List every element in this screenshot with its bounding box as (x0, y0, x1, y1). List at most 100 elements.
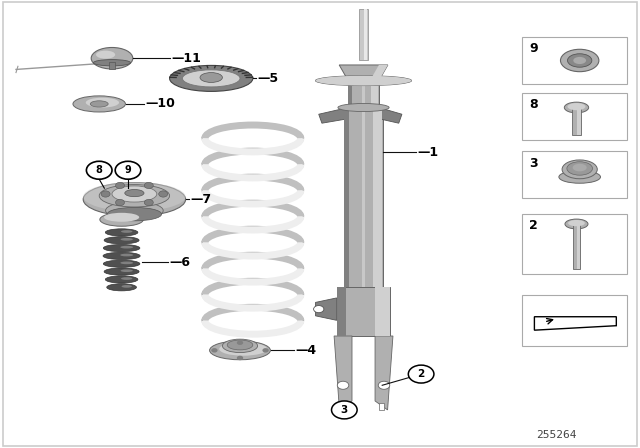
Ellipse shape (104, 213, 140, 222)
Polygon shape (375, 336, 393, 410)
Text: 2: 2 (529, 220, 538, 233)
Ellipse shape (93, 60, 131, 66)
Polygon shape (534, 317, 616, 330)
Ellipse shape (112, 186, 157, 202)
FancyBboxPatch shape (522, 214, 627, 274)
Polygon shape (339, 65, 388, 81)
Text: 3: 3 (529, 156, 538, 170)
Ellipse shape (567, 162, 593, 175)
Text: —5: —5 (257, 72, 278, 85)
Ellipse shape (106, 202, 163, 220)
Text: 255264: 255264 (536, 431, 577, 440)
Ellipse shape (170, 65, 253, 91)
Ellipse shape (564, 102, 589, 113)
Ellipse shape (568, 220, 585, 226)
Circle shape (337, 381, 349, 389)
Ellipse shape (103, 252, 140, 259)
Text: —4: —4 (296, 344, 317, 357)
Ellipse shape (120, 269, 133, 272)
Bar (572, 108, 581, 135)
Circle shape (145, 182, 153, 189)
Bar (344, 108, 383, 287)
Bar (360, 9, 367, 60)
Polygon shape (316, 298, 337, 320)
Ellipse shape (104, 268, 139, 275)
Ellipse shape (200, 73, 223, 82)
Ellipse shape (121, 277, 132, 280)
Bar (362, 108, 365, 287)
Bar (337, 287, 390, 336)
Circle shape (115, 161, 141, 179)
Bar (109, 62, 115, 69)
Polygon shape (379, 108, 402, 123)
Bar (379, 403, 384, 410)
Polygon shape (370, 65, 388, 81)
Bar (577, 108, 581, 135)
Ellipse shape (573, 164, 587, 171)
FancyBboxPatch shape (522, 151, 627, 198)
Ellipse shape (568, 103, 586, 110)
Ellipse shape (182, 70, 240, 87)
Bar (577, 224, 580, 269)
Ellipse shape (108, 207, 162, 221)
Ellipse shape (96, 51, 115, 59)
FancyBboxPatch shape (522, 93, 627, 140)
Text: 9: 9 (125, 165, 131, 175)
Circle shape (314, 306, 324, 313)
Circle shape (262, 348, 269, 353)
Bar (573, 224, 580, 269)
Ellipse shape (99, 185, 170, 207)
Circle shape (332, 401, 357, 419)
Ellipse shape (122, 285, 132, 288)
Circle shape (101, 191, 110, 197)
Text: 8: 8 (96, 165, 102, 175)
Circle shape (237, 340, 243, 345)
Circle shape (159, 191, 168, 197)
Circle shape (408, 365, 434, 383)
Bar (344, 108, 349, 287)
Ellipse shape (103, 260, 140, 267)
Ellipse shape (120, 254, 133, 256)
Ellipse shape (561, 49, 599, 72)
Ellipse shape (562, 160, 597, 179)
Ellipse shape (559, 171, 600, 183)
Ellipse shape (120, 262, 133, 264)
Polygon shape (334, 336, 352, 410)
Ellipse shape (120, 238, 133, 241)
Ellipse shape (219, 342, 268, 356)
Bar (337, 287, 346, 336)
Circle shape (86, 161, 112, 179)
Ellipse shape (125, 190, 144, 197)
Circle shape (145, 199, 153, 206)
Ellipse shape (86, 98, 119, 108)
Ellipse shape (106, 276, 138, 283)
Ellipse shape (316, 76, 412, 86)
FancyBboxPatch shape (522, 295, 627, 346)
Ellipse shape (573, 57, 586, 64)
Ellipse shape (338, 103, 389, 112)
Bar (373, 108, 381, 287)
Ellipse shape (83, 182, 186, 211)
Ellipse shape (104, 237, 139, 244)
Text: 8: 8 (529, 98, 538, 112)
Text: 9: 9 (529, 42, 538, 56)
Ellipse shape (83, 182, 186, 216)
Bar (371, 81, 378, 108)
Bar (348, 81, 379, 108)
Ellipse shape (227, 340, 253, 350)
Ellipse shape (316, 76, 412, 86)
Ellipse shape (103, 245, 140, 252)
Ellipse shape (223, 339, 258, 353)
Circle shape (378, 381, 390, 389)
Circle shape (211, 348, 218, 353)
Text: 2: 2 (417, 369, 425, 379)
Bar (343, 403, 348, 410)
Ellipse shape (100, 213, 143, 226)
Ellipse shape (73, 96, 125, 112)
FancyBboxPatch shape (522, 37, 627, 84)
Bar (364, 9, 367, 60)
Bar (362, 81, 365, 108)
Polygon shape (319, 108, 348, 123)
Text: —6: —6 (169, 255, 190, 269)
Ellipse shape (92, 47, 133, 69)
